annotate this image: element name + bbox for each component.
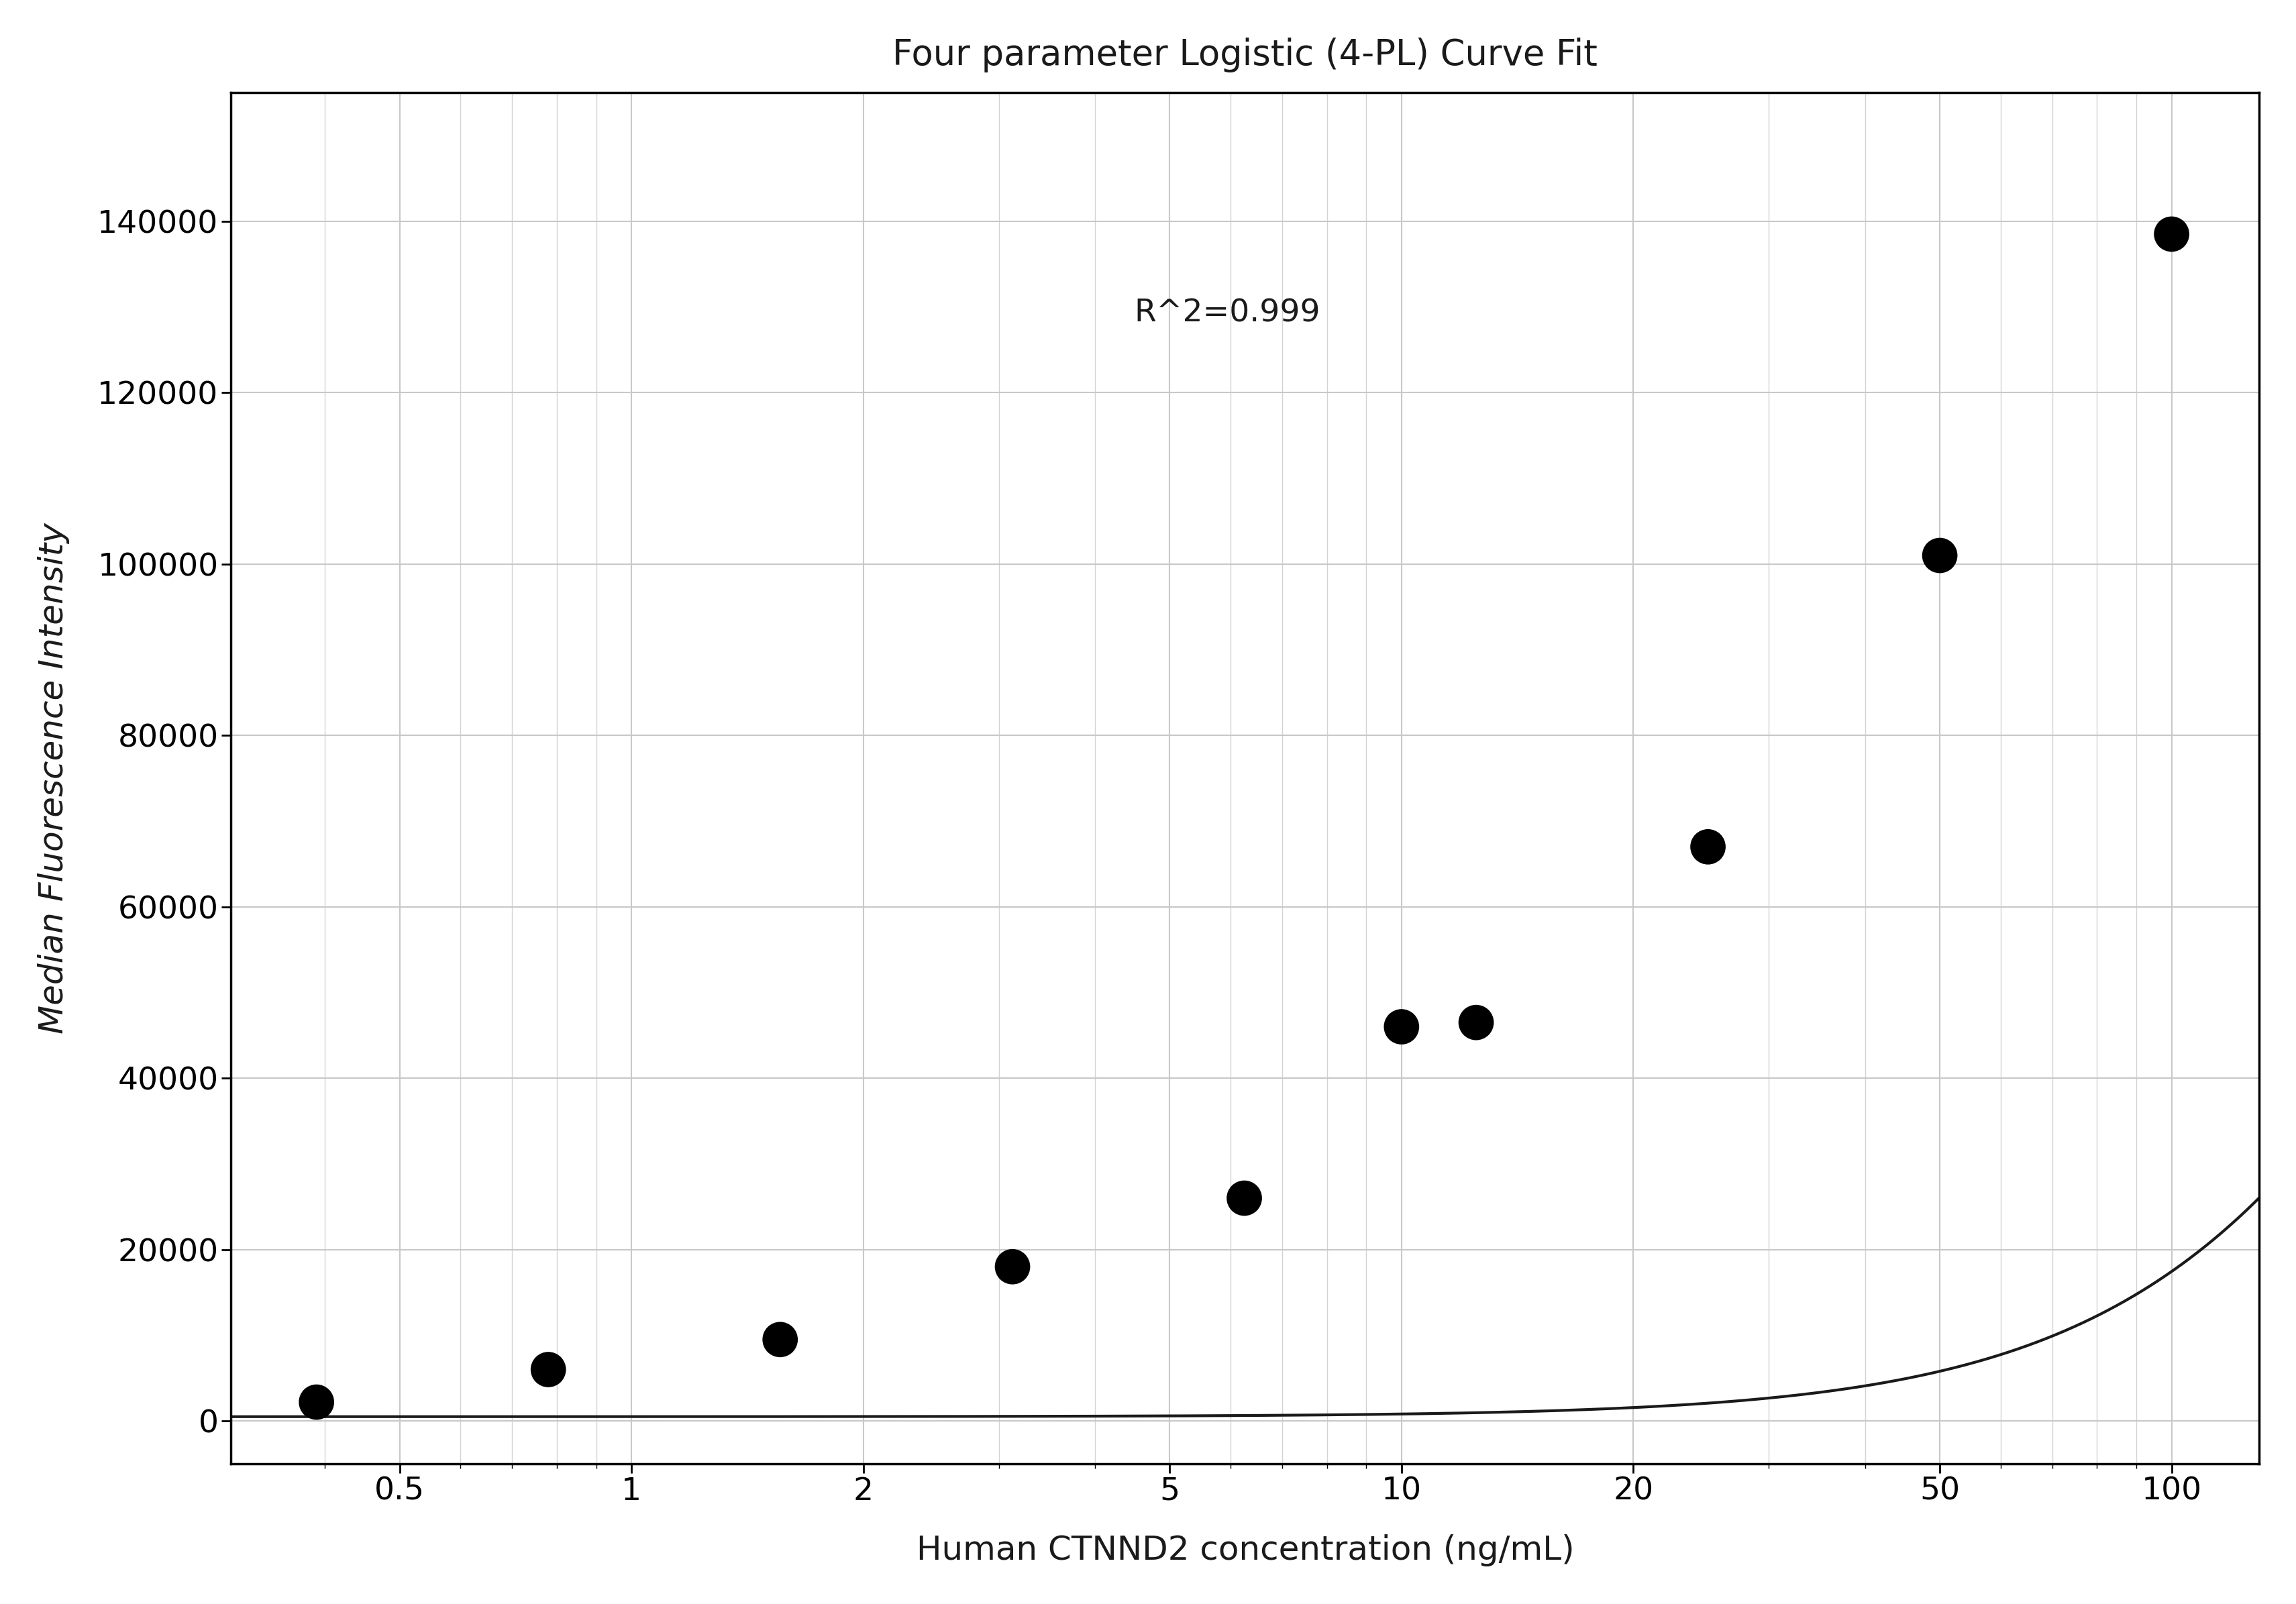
Title: Four parameter Logistic (4-PL) Curve Fit: Four parameter Logistic (4-PL) Curve Fit [893,37,1598,72]
Point [762,1327,799,1352]
Point [298,1389,335,1415]
Point [530,1357,567,1383]
Point [1458,1009,1495,1035]
Text: R^2=0.999: R^2=0.999 [1134,298,1320,329]
Point [1690,834,1727,860]
Point [1922,542,1958,568]
Point [1226,1185,1263,1211]
Point [2154,221,2190,247]
Y-axis label: Median Fluorescence Intensity: Median Fluorescence Intensity [37,523,69,1035]
X-axis label: Human CTNND2 concentration (ng/mL): Human CTNND2 concentration (ng/mL) [916,1535,1573,1567]
Point [1382,1014,1419,1039]
Point [994,1254,1031,1280]
